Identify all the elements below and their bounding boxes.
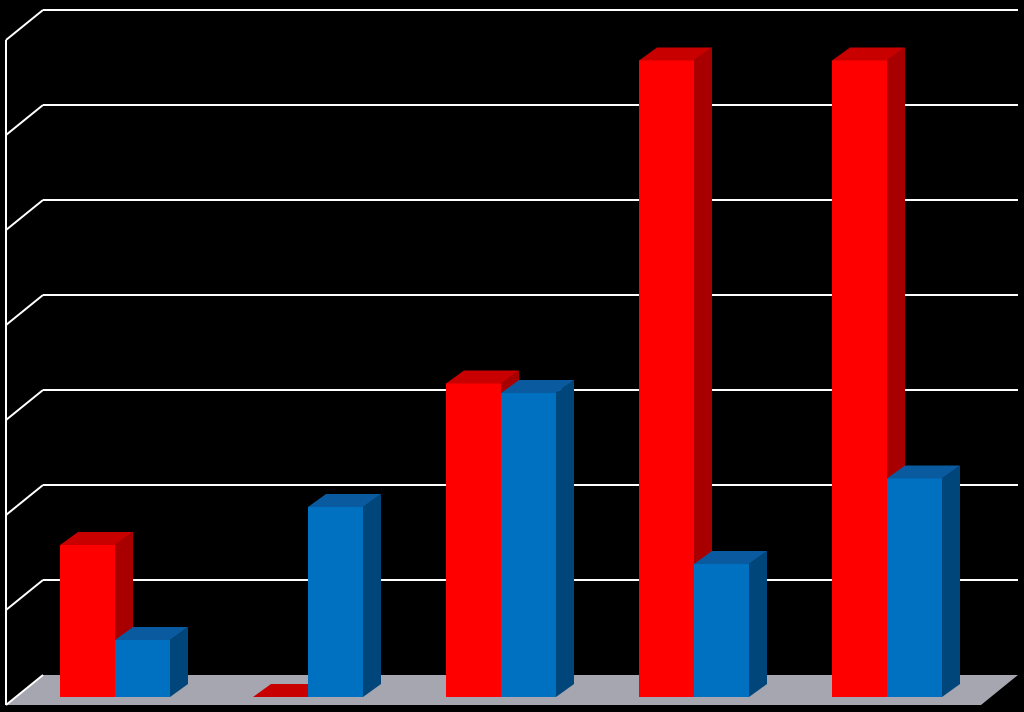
bar-top — [887, 465, 960, 479]
bar-front — [639, 60, 694, 697]
bar-front — [308, 507, 363, 697]
bar-front — [60, 545, 115, 697]
gridline-wall — [5, 579, 44, 611]
bar-side — [749, 551, 767, 697]
bar-side — [170, 627, 188, 697]
bar-front — [694, 564, 749, 697]
bar — [115, 627, 188, 697]
bar — [501, 380, 574, 697]
bars — [60, 47, 960, 697]
bar-top — [639, 47, 712, 61]
bar — [639, 47, 712, 697]
bar-top — [832, 47, 905, 61]
bar-side — [942, 465, 960, 697]
bar-side — [556, 380, 574, 697]
gridline-wall — [5, 389, 44, 421]
bar-front — [832, 60, 887, 697]
bar-side — [363, 494, 381, 697]
gridline-wall — [5, 674, 44, 706]
bar-front — [115, 640, 170, 697]
bar-top — [694, 551, 767, 564]
bar — [253, 684, 326, 697]
bar-front — [446, 383, 501, 697]
bar-top — [115, 627, 188, 640]
bar-top — [446, 370, 519, 384]
bar-top — [501, 380, 574, 393]
bar-top — [60, 532, 133, 545]
bar-front — [887, 478, 942, 697]
gridline-wall — [5, 9, 44, 41]
gridline-wall — [5, 294, 44, 326]
bar-top — [308, 494, 381, 507]
bar — [887, 465, 960, 697]
bar — [60, 532, 133, 697]
bar-front — [501, 393, 556, 697]
gridline-wall — [5, 104, 44, 136]
bar — [694, 551, 767, 697]
gridline-wall — [5, 484, 44, 516]
gridline-wall — [5, 199, 44, 231]
bar-side — [694, 47, 712, 697]
bar — [308, 494, 381, 697]
bar-top — [253, 684, 326, 697]
